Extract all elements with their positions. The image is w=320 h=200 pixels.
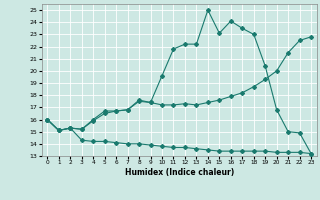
X-axis label: Humidex (Indice chaleur): Humidex (Indice chaleur) xyxy=(124,168,234,177)
